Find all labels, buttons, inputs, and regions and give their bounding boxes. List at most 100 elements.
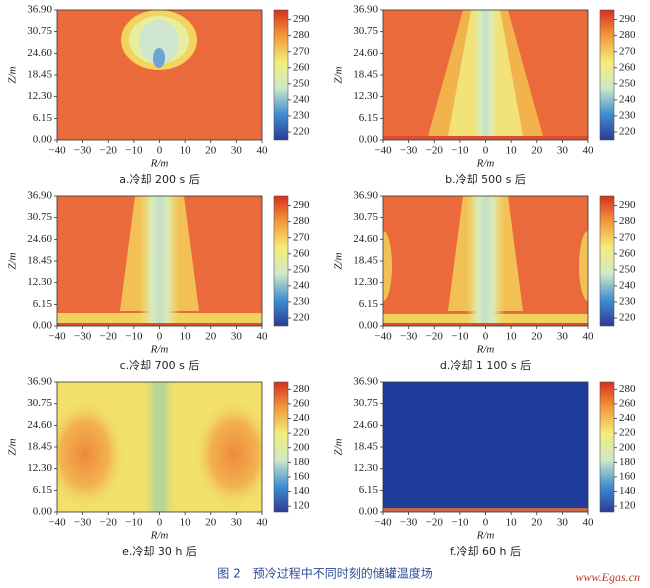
y-tick-label: 18.45 [353,69,378,81]
y-tick-label: 6.15 [33,112,53,124]
x-tick-label: 40 [257,517,269,529]
field [383,382,588,512]
y-tick-label: 0.00 [33,506,53,518]
x-tick-label: −30 [400,331,418,343]
colorbar-tick-label: 180 [619,456,636,468]
colorbar-tick-label: 230 [293,295,310,307]
colorbar-tick-label: 280 [293,215,310,227]
y-tick-label: 6.15 [33,484,53,496]
colorbar-tick-label: 260 [619,61,636,73]
colorbar [273,195,289,327]
floor [57,323,262,326]
x-tick-label: 40 [583,331,595,343]
heatmap [383,10,588,140]
colorbar-tick-label: 270 [293,45,310,57]
y-tick-label: 24.60 [27,233,52,245]
x-tick-label: 40 [257,145,269,157]
colorbar-tick-label: 220 [619,126,636,138]
x-tick-label: −20 [426,145,444,157]
y-tick-label: 12.30 [27,462,52,474]
x-tick-label: 0 [483,145,489,157]
colorbar-tick-label: 180 [293,456,310,468]
panel-caption: e.冷却 30 h 后 [122,545,197,558]
x-tick-label: −20 [426,331,444,343]
colorbar-tick-label: 230 [293,109,310,121]
cold-column [139,196,180,323]
colorbar-tick-label: 240 [619,279,636,291]
x-tick-label: −40 [374,145,392,157]
y-tick-label: 36.90 [27,4,52,16]
watermark: www.Egas.cn [576,570,640,584]
colorbar-tick-label: 240 [619,93,636,105]
y-tick-label: 6.15 [359,298,379,310]
colorbar-tick-label: 270 [293,231,310,243]
colorbar-tick-label: 260 [293,397,310,409]
x-tick-label: 0 [483,517,489,529]
heatmap [383,382,588,512]
y-tick-label: 0.00 [33,320,53,332]
x-tick-label: 20 [531,331,543,343]
panel-caption: c.冷却 700 s 后 [120,359,200,372]
y-tick-label: 0.00 [359,506,379,518]
y-tick-label: 18.45 [353,441,378,453]
y-tick-label: 18.45 [27,69,52,81]
colorbar-tick-label: 290 [293,199,310,211]
colorbar-tick-label: 200 [619,441,636,453]
x-axis-label: R/m [150,158,169,170]
colorbar-tick-label: 250 [293,263,310,275]
x-axis-label: R/m [476,530,495,542]
colorbar-tick-label: 250 [619,263,636,275]
y-tick-label: 24.60 [27,419,52,431]
cold-core [153,48,165,68]
colorbar-tick-label: 240 [293,93,310,105]
x-tick-label: −30 [74,517,92,529]
colorbar [599,381,615,513]
y-tick-label: 30.75 [353,397,378,409]
colorbar-tick-label: 270 [619,45,636,57]
y-tick-label: 12.30 [27,90,52,102]
warm-zone [194,399,262,509]
colorbar-tick-label: 280 [619,29,636,41]
panel-caption: b.冷却 500 s 后 [445,173,526,186]
colorbar-tick-label: 240 [619,412,636,424]
y-tick-label: 12.30 [353,462,378,474]
colorbar-tick-label: 250 [293,77,310,89]
heatmap [57,10,262,140]
colorbar-tick-label: 220 [293,312,310,324]
y-tick-label: 6.15 [33,298,53,310]
y-tick-label: 36.90 [353,190,378,202]
colorbar-tick-label: 290 [293,13,310,25]
colorbar-tick-label: 220 [619,312,636,324]
colorbar-tick-label: 220 [619,427,636,439]
x-tick-label: 20 [531,145,543,157]
x-tick-label: −40 [48,145,66,157]
x-tick-label: 10 [506,517,518,529]
x-tick-label: −40 [48,517,66,529]
y-tick-label: 30.75 [27,397,52,409]
colorbar [273,381,289,513]
x-tick-label: 20 [205,517,217,529]
y-tick-label: 6.15 [359,484,379,496]
x-tick-label: 10 [180,331,192,343]
y-axis-label: Z/m [7,252,19,269]
x-tick-label: 30 [557,517,569,529]
colorbar-tick-label: 120 [619,500,636,512]
x-axis-label: R/m [150,344,169,356]
wall-cool [579,231,588,301]
x-tick-label: 30 [231,517,243,529]
panel-caption: f.冷却 60 h 后 [450,545,521,558]
panel-caption: d.冷却 1 100 s 后 [440,359,531,372]
colorbar [599,195,615,327]
figure-caption: 图 2 预冷过程中不同时刻的储罐温度场 [217,566,432,581]
colorbar-tick-label: 250 [619,77,636,89]
x-tick-label: −30 [400,517,418,529]
x-tick-label: −10 [451,145,469,157]
x-tick-label: 10 [180,517,192,529]
wall-cool [383,231,392,301]
x-tick-label: −30 [400,145,418,157]
y-tick-label: 36.90 [353,376,378,388]
colorbar-tick-label: 140 [293,485,310,497]
heatmap [57,196,262,326]
y-tick-label: 12.30 [27,276,52,288]
colorbar-tick-label: 160 [293,470,310,482]
